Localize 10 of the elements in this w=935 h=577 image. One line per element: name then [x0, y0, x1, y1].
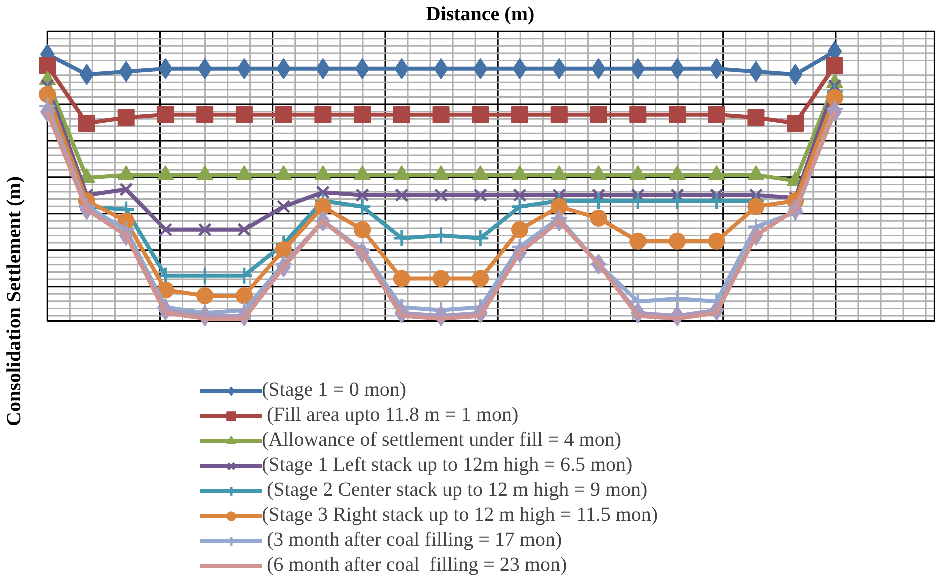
y-axis-title: Consolidation Settlement (m): [4, 176, 26, 426]
legend-label: (Stage 3 Right stack up to 12 m high = 11.5 mon): [262, 504, 658, 527]
legend-label: (3 month after coal filling = 17 mon): [266, 529, 562, 552]
legend-label: (Fill area upto 11.8 m = 1 mon): [266, 404, 519, 427]
legend-label: (6 month after coal filling = 23 mon): [266, 554, 568, 577]
legend-label: (Allowance of settlement under fill = 4 mon): [262, 429, 622, 452]
legend-label: (Stage 1 = 0 mon): [262, 379, 407, 402]
legend-label: (Stage 1 Left stack up to 12m high = 6.5 mon): [262, 454, 633, 477]
x-axis-title: Distance (m): [426, 4, 535, 26]
legend-label: (Stage 2 Center stack up to 12 m high = 9 mon): [266, 479, 648, 502]
